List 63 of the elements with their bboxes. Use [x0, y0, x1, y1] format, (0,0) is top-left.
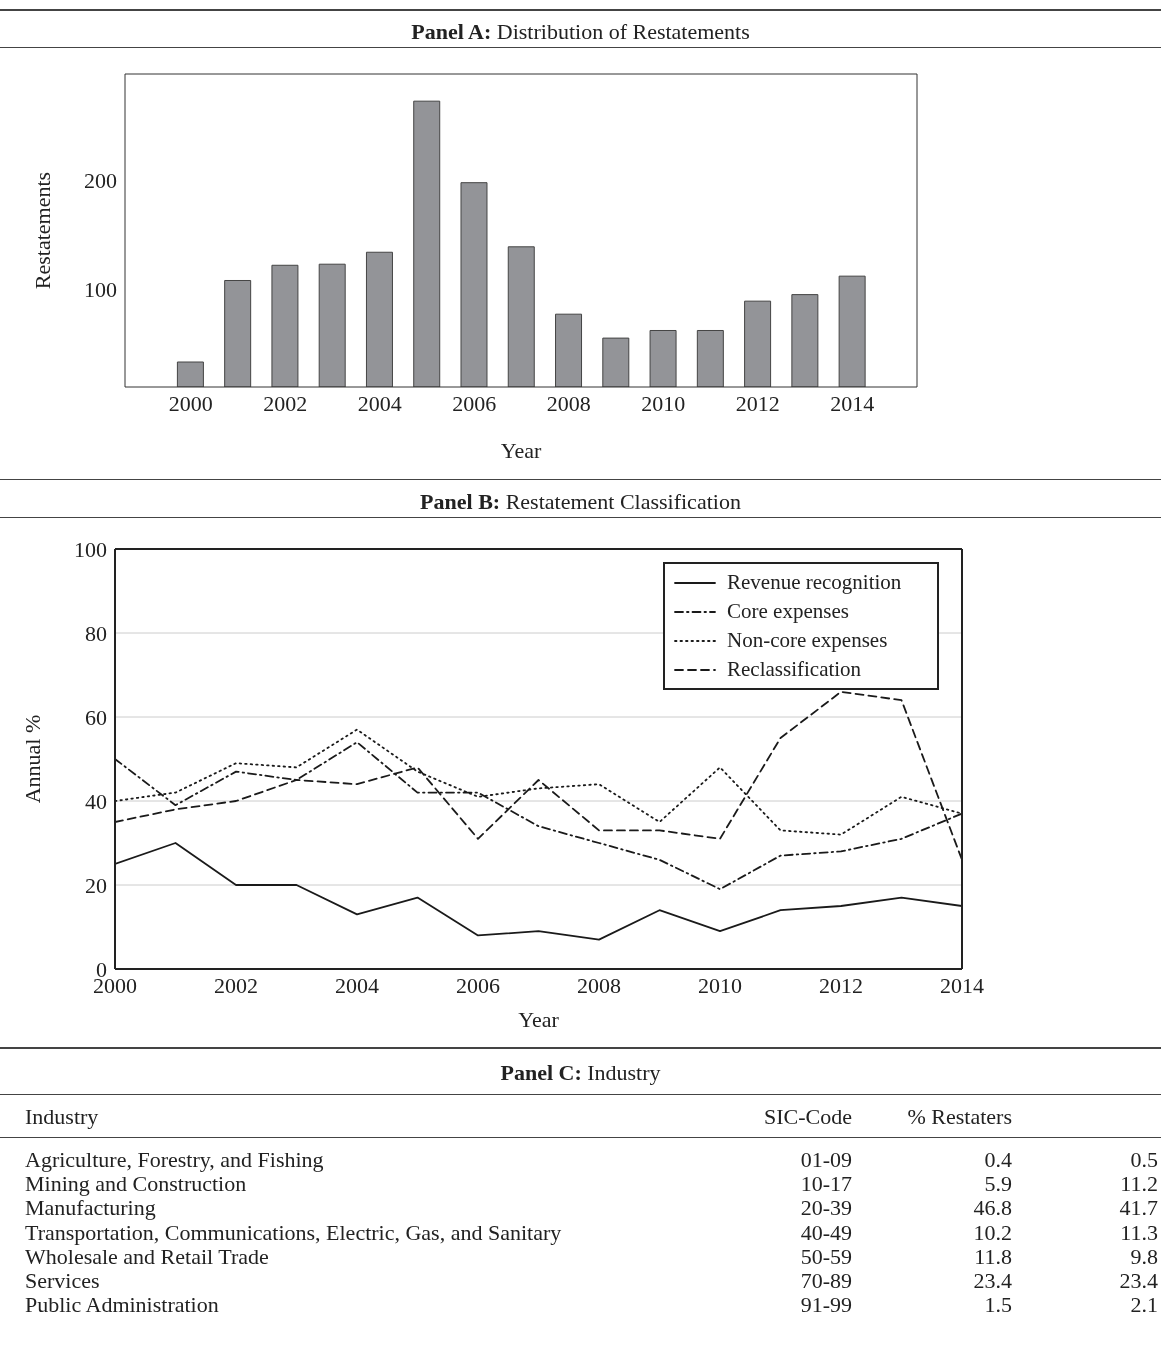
- x-tick-label: 2014: [830, 390, 875, 416]
- text: 50-59: [800, 1243, 852, 1270]
- text: 41.7: [1119, 1195, 1158, 1222]
- x-tick-label: 2004: [335, 972, 379, 998]
- text: 5.9: [984, 1171, 1012, 1198]
- text: 20-39: [800, 1195, 852, 1222]
- x-tick-label: 2010: [698, 972, 742, 998]
- legend-label: Revenue recognition: [727, 570, 902, 595]
- category-label: Transportation, Communications, Electric, Gas, and Sanitary: [25, 1219, 562, 1246]
- text: 01-09: [800, 1147, 852, 1173]
- text: 9.8: [1130, 1243, 1158, 1270]
- y-tick-label: 20: [85, 872, 107, 898]
- y-tick-label: 60: [85, 704, 107, 730]
- y-tick-label: 100: [84, 277, 117, 302]
- text: 91-99: [800, 1292, 852, 1319]
- text: 2.1: [1130, 1292, 1158, 1319]
- category-label: Public Administration: [25, 1292, 219, 1319]
- y-axis-title: Restatements: [29, 171, 55, 290]
- legend-label: Reclassification: [727, 657, 862, 682]
- chart-title: Panel B: Restatement Classification: [419, 488, 742, 516]
- y-tick-label: 200: [84, 168, 117, 194]
- x-tick-label: 2012: [819, 972, 863, 998]
- text: Panel C: Industry: [499, 1059, 662, 1087]
- legend-label: Core expenses: [727, 599, 849, 624]
- x-tick-label: 2004: [357, 390, 402, 416]
- text: 10.2: [973, 1219, 1012, 1246]
- x-tick-label: 2014: [940, 972, 984, 998]
- text: 0.4: [984, 1147, 1012, 1173]
- y-tick-label: 40: [85, 788, 107, 814]
- category-label: Services: [25, 1268, 100, 1294]
- text: 11.3: [1120, 1219, 1158, 1246]
- category-label: Manufacturing: [25, 1195, 156, 1222]
- text: 1.5: [984, 1292, 1012, 1319]
- x-tick-label: 2006: [456, 972, 500, 998]
- text: 10-17: [800, 1171, 852, 1198]
- text: 40-49: [800, 1219, 852, 1246]
- y-tick-label: 100: [74, 536, 107, 562]
- x-tick-label: 2008: [546, 390, 591, 416]
- x-tick-label: 2002: [263, 390, 308, 416]
- x-tick-label: 2000: [168, 390, 213, 416]
- x-tick-label: 2002: [214, 972, 258, 998]
- y-axis-title: Annual %: [19, 714, 45, 804]
- text: 23.4: [973, 1268, 1012, 1294]
- x-tick-label: 2010: [641, 390, 686, 416]
- y-tick-label: 80: [85, 620, 107, 646]
- text: 70-89: [800, 1268, 852, 1294]
- legend-label: Non-core expenses: [727, 628, 888, 653]
- text: 23.4: [1119, 1268, 1158, 1294]
- text: % Restaters: [907, 1103, 1012, 1131]
- chart-title: Panel A: Distribution of Restatements: [410, 18, 751, 46]
- x-axis-title: Year: [500, 438, 542, 463]
- x-tick-label: 2006: [452, 390, 497, 416]
- x-tick-label: 2008: [577, 972, 621, 998]
- x-tick-label: 2012: [735, 390, 780, 416]
- text: 0.5: [1130, 1147, 1158, 1173]
- text: Industry: [25, 1103, 99, 1131]
- text: 46.8: [973, 1195, 1012, 1222]
- x-axis-title: Year: [518, 1007, 560, 1032]
- category-label: Agriculture, Forestry, and Fishing: [25, 1147, 324, 1173]
- text: 11.8: [974, 1243, 1012, 1270]
- category-label: Mining and Construction: [25, 1171, 247, 1198]
- text: SIC-Code: [764, 1103, 852, 1131]
- text: 11.2: [1120, 1171, 1158, 1198]
